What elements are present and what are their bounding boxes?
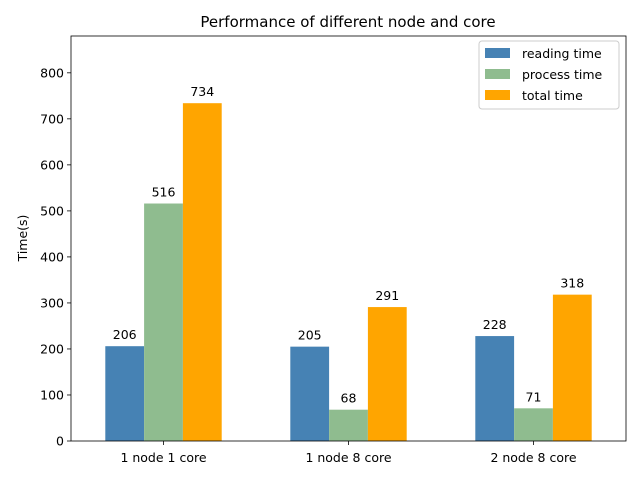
x-tick-label: 1 node 8 core	[305, 450, 391, 465]
bar-reading-time	[105, 346, 145, 441]
y-tick-label: 100	[40, 387, 64, 402]
data-label: 71	[526, 389, 542, 404]
bar-reading-time	[290, 346, 330, 441]
y-tick-label: 200	[40, 341, 64, 356]
bar-total-time	[367, 307, 407, 441]
y-tick-label: 500	[40, 203, 64, 218]
y-tick-label: 700	[40, 111, 64, 126]
y-tick-label: 0	[56, 434, 64, 449]
bar-reading-time	[475, 336, 515, 441]
data-label: 68	[341, 391, 357, 406]
legend-label: reading time	[522, 46, 602, 61]
bar-total-time	[552, 294, 592, 441]
data-label: 206	[113, 327, 137, 342]
bar-process-time	[144, 203, 183, 441]
data-label: 318	[560, 276, 584, 291]
bar-process-time	[514, 408, 553, 441]
bar-process-time	[329, 409, 368, 441]
legend-swatch	[485, 90, 510, 100]
legend: reading time process time total time	[478, 40, 620, 110]
plot-area: 206 516 734 1 node 1 core 205 68 291 1 node 8 c…	[40, 35, 627, 465]
y-tick-label: 300	[40, 295, 64, 310]
data-label: 228	[483, 317, 507, 332]
y-tick-label: 800	[40, 65, 64, 80]
legend-swatch	[485, 48, 510, 58]
data-label: 516	[152, 185, 176, 200]
y-tick-label: 600	[40, 157, 64, 172]
data-label: 291	[375, 288, 399, 303]
y-axis-label: Time(s)	[15, 215, 30, 263]
legend-box	[478, 40, 620, 110]
legend-swatch	[485, 69, 510, 79]
data-label: 205	[298, 328, 322, 343]
x-tick-label: 1 node 1 core	[120, 450, 206, 465]
chart-title: Performance of different node and core	[200, 13, 495, 31]
y-tick-label: 400	[40, 249, 64, 264]
data-label: 734	[190, 84, 214, 99]
x-tick-label: 2 node 8 core	[490, 450, 576, 465]
legend-label: total time	[522, 88, 583, 103]
axes-frame	[70, 35, 627, 442]
bar-total-time	[182, 103, 222, 441]
legend-label: process time	[522, 67, 603, 82]
